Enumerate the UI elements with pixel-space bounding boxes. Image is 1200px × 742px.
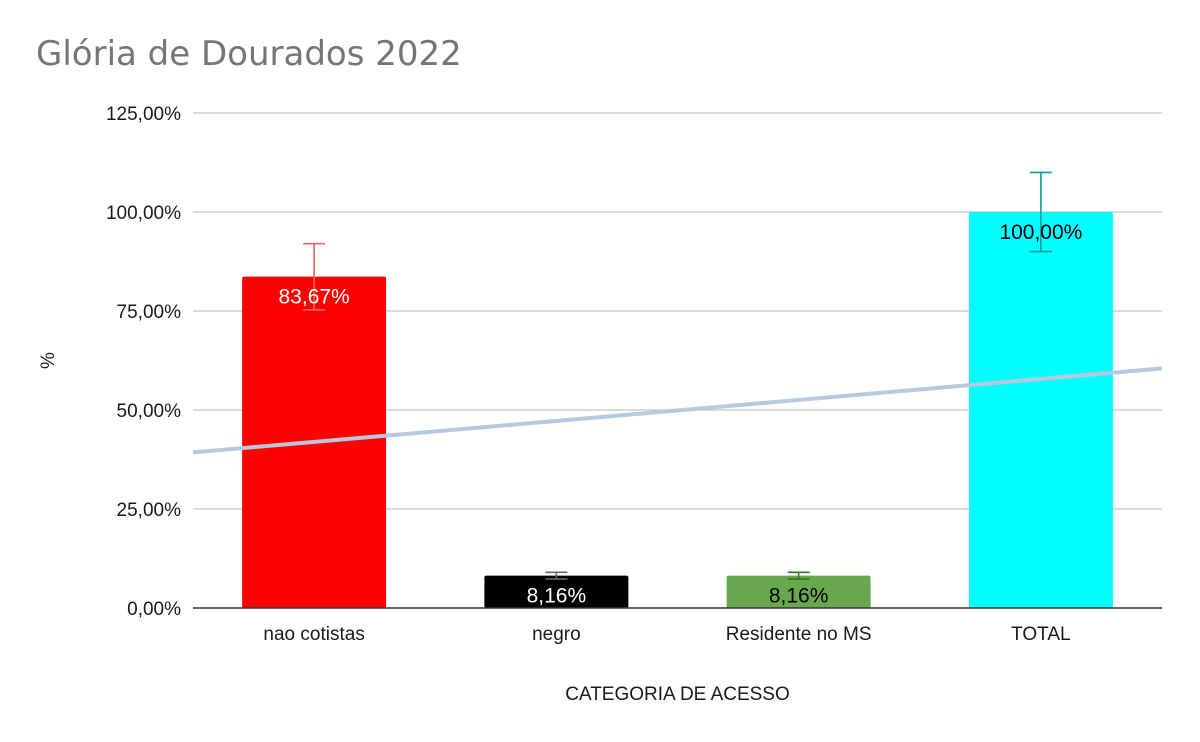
y-tick-label: 125,00% bbox=[106, 104, 181, 125]
y-tick-label: 50,00% bbox=[117, 401, 182, 422]
x-tick-label: nao cotistas bbox=[263, 624, 364, 645]
trendline-group bbox=[192, 366, 1163, 455]
data-label: 100,00% bbox=[999, 221, 1082, 244]
y-axis-ticks: 0,00% 25,00% 50,00% 75,00% 100,00% 125,00% bbox=[106, 104, 181, 620]
data-label: 8,16% bbox=[527, 585, 587, 608]
bar bbox=[726, 575, 871, 608]
y-tick-label: 25,00% bbox=[117, 500, 182, 521]
x-axis-title: CATEGORIA DE ACESSO bbox=[565, 684, 790, 705]
trendline bbox=[192, 366, 1163, 455]
error-bar bbox=[787, 571, 810, 580]
error-bars bbox=[303, 171, 1052, 580]
error-bar bbox=[1029, 171, 1052, 253]
data-labels: 83,67% 8,16% 8,16% 100,00% bbox=[279, 221, 1083, 608]
bar bbox=[968, 212, 1113, 608]
data-label: 8,16% bbox=[769, 585, 829, 608]
bars bbox=[242, 212, 1113, 608]
x-tick-label: Residente no MS bbox=[726, 624, 872, 645]
error-bar bbox=[303, 242, 326, 311]
x-axis-ticks: nao cotistas negro Residente no MS TOTAL bbox=[263, 624, 1070, 645]
error-bar bbox=[545, 571, 568, 580]
y-tick-label: 0,00% bbox=[127, 599, 181, 620]
data-label: 83,67% bbox=[279, 286, 350, 309]
x-tick-label: negro bbox=[532, 624, 581, 645]
bar bbox=[484, 575, 629, 608]
y-tick-label: 75,00% bbox=[117, 302, 182, 323]
x-tick-label: TOTAL bbox=[1011, 624, 1070, 645]
y-axis-title: % bbox=[38, 352, 59, 369]
chart-title: Glória de Dourados 2022 bbox=[36, 34, 462, 74]
y-tick-label: 100,00% bbox=[106, 203, 181, 224]
